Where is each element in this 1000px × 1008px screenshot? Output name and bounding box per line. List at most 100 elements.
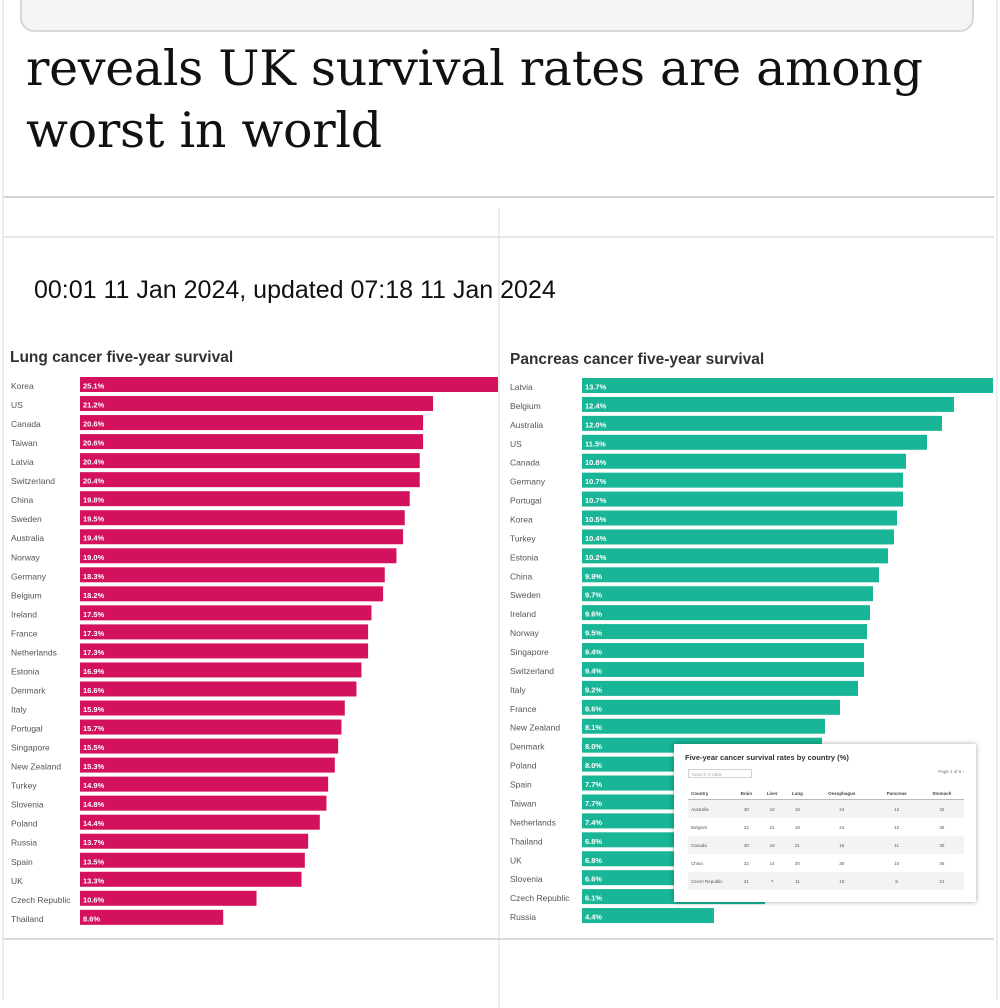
table-row: Belgium 32 21 18 24 12 38 (688, 818, 964, 836)
pancreas-label-sweden: Sweden (510, 590, 541, 600)
pancreas-label-russia: Russia (510, 912, 536, 922)
lung-value-spain: 13.5% (83, 857, 105, 866)
pancreas-label-latvia: Latvia (510, 382, 533, 392)
lung-bar-ireland (80, 605, 372, 621)
column-header-oesophagus[interactable]: Oesophagus (810, 790, 874, 800)
pancreas-value-italy: 9.2% (585, 685, 602, 694)
pancreas-label-australia: Australia (510, 420, 543, 430)
lung-label-estonia: Estonia (11, 666, 40, 676)
pancreas-value-switzerland: 9.4% (585, 666, 602, 675)
lung-value-new-zealand: 15.3% (83, 762, 105, 771)
pancreas-value-belgium: 12.4% (585, 401, 607, 410)
pancreas-value-singapore: 9.4% (585, 648, 602, 657)
lung-bar-denmark (80, 681, 357, 697)
column-header-brain[interactable]: Brain (733, 790, 760, 800)
column-header-stomach[interactable]: Stomach (919, 790, 964, 800)
column-header-country[interactable]: Country (688, 790, 733, 800)
pancreas-label-singapore: Singapore (510, 647, 549, 657)
lung-value-singapore: 15.5% (83, 743, 105, 752)
lung-value-belgium: 18.2% (83, 591, 105, 600)
table-cell-lung: 20 (794, 860, 800, 866)
lung-bar-chart: Korea 25.1% US 21.2% Canada 20.6% Taiwan 20.6% L… (11, 377, 498, 925)
lung-label-italy: Italy (11, 705, 27, 715)
pancreas-value-france: 8.6% (585, 704, 602, 713)
table-cell-pancreas: 12 (894, 824, 900, 830)
lung-bar-slovenia (80, 795, 327, 811)
lung-label-us: US (11, 400, 23, 410)
lung-bar-spain (80, 852, 305, 868)
lung-label-korea: Korea (11, 381, 34, 391)
lung-label-slovenia: Slovenia (11, 800, 44, 810)
lung-label-poland: Poland (11, 819, 38, 829)
pancreas-bar-latvia (582, 378, 993, 393)
table-cell-country: China (691, 860, 703, 866)
lung-value-thailand: 8.6% (83, 914, 100, 923)
table-cell-brain: 32 (743, 860, 749, 866)
pancreas-label-spain: Spain (510, 780, 532, 790)
pancreas-label-korea: Korea (510, 515, 533, 525)
lung-label-switzerland: Switzerland (11, 476, 55, 486)
table-cell-stomach: 36 (939, 860, 945, 866)
pancreas-label-estonia: Estonia (510, 552, 539, 562)
pancreas-bar-belgium (582, 396, 954, 412)
lung-label-norway: Norway (11, 552, 41, 562)
pancreas-bar-australia (582, 415, 942, 431)
table-search-input[interactable]: Search in table (688, 769, 752, 778)
lung-value-portugal: 15.7% (83, 724, 105, 733)
lung-bar-poland (80, 814, 320, 830)
lung-label-russia: Russia (11, 838, 37, 848)
pancreas-value-norway: 9.5% (585, 629, 602, 638)
pancreas-bar-italy (582, 680, 858, 696)
table-cell-oesophagus: 30 (839, 860, 845, 866)
pancreas-value-korea: 10.5% (585, 515, 607, 524)
pancreas-bar-new-zealand (582, 718, 825, 734)
lung-bar-czech-republic (80, 890, 257, 906)
chevron-right-icon[interactable]: › (962, 769, 965, 774)
table-title: Five-year cancer survival rates by count… (685, 753, 849, 762)
pancreas-label-switzerland: Switzerland (510, 666, 554, 676)
pancreas-value-netherlands: 7.4% (585, 818, 602, 827)
lung-label-czech-republic: Czech Republic (11, 895, 71, 905)
lung-bar-korea (80, 377, 498, 392)
lung-label-thailand: Thailand (11, 914, 44, 924)
table-cell-brain: 30 (733, 799, 760, 818)
lung-label-uk: UK (11, 876, 23, 886)
table-cell-pancreas: 10 (894, 860, 900, 866)
column-header-liver[interactable]: Liver (759, 790, 785, 800)
lung-value-czech-republic: 10.6% (83, 895, 105, 904)
lung-bar-estonia (80, 662, 362, 678)
table-cell-stomach: 21 (919, 872, 964, 890)
pancreas-label-turkey: Turkey (510, 533, 536, 543)
charts-bottom-divider (4, 938, 994, 940)
pancreas-value-czech-republic: 6.1% (585, 894, 602, 903)
pancreas-bar-russia (582, 908, 714, 924)
pancreas-bar-china (582, 567, 879, 583)
pancreas-value-canada: 10.8% (585, 458, 607, 467)
pancreas-label-czech-republic: Czech Republic (510, 893, 570, 903)
lung-label-new-zealand: New Zealand (11, 762, 61, 772)
lung-bar-uk (80, 871, 302, 887)
pancreas-label-canada: Canada (510, 458, 540, 468)
lung-label-sweden: Sweden (11, 514, 42, 524)
pancreas-value-new-zealand: 8.1% (585, 723, 602, 732)
survival-table-inset: Five-year cancer survival rates by count… (674, 744, 976, 902)
column-header-lung[interactable]: Lung (784, 790, 811, 800)
pancreas-bar-estonia (582, 548, 888, 564)
pancreas-bar-singapore (582, 643, 864, 659)
lung-value-taiwan: 20.6% (83, 439, 105, 448)
lung-value-estonia: 16.9% (83, 667, 105, 676)
pancreas-value-sweden: 9.7% (585, 591, 602, 600)
pancreas-label-denmark: Denmark (510, 742, 545, 752)
pancreas-value-taiwan: 7.7% (585, 799, 602, 808)
pancreas-label-uk: UK (510, 855, 522, 865)
lung-label-turkey: Turkey (11, 781, 37, 791)
table-pager[interactable]: Page 1 of 6 › (938, 769, 964, 774)
browser-address-bar[interactable] (20, 0, 974, 32)
lung-bar-turkey (80, 776, 329, 792)
column-header-pancreas[interactable]: Pancreas (873, 790, 920, 800)
lung-label-netherlands: Netherlands (11, 647, 57, 657)
table-cell-stomach: 30 (919, 836, 964, 854)
lung-bar-russia (80, 833, 309, 849)
lung-label-ireland: Ireland (11, 609, 37, 619)
